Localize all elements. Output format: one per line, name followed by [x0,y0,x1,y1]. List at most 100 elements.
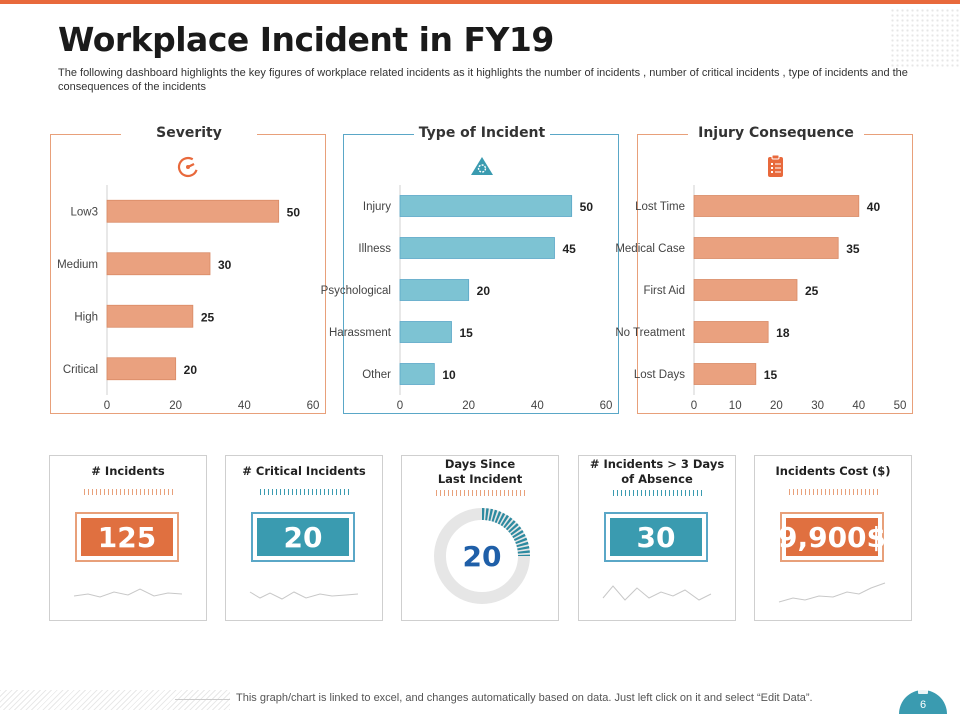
x-tick-label: 60 [307,400,320,412]
injury-consequence-title: Injury Consequence [688,125,864,141]
kpi-value: 30 [636,520,676,554]
sparkline [602,585,712,601]
data-label: 20 [184,363,198,377]
category-label: First Aid [643,285,685,297]
warning-triangle-icon [471,157,493,175]
clipboard-icon [768,154,783,177]
incident-type-panel: Type of Incident Injury 50 Illness 45 Psycho… [321,125,619,414]
data-label: 35 [846,242,860,256]
x-tick-label: 0 [397,400,403,412]
kpi-title: Incidents Cost ($) [775,464,891,478]
kpi-value: 20 [283,520,323,554]
kpi-card-days-since-last-incident: Days Since Last Incident 20 [401,455,559,621]
tick-decoration [84,489,174,495]
x-tick-label: 40 [852,400,865,412]
bar [399,321,452,343]
kpi-value: 125 [97,520,157,554]
category-label: High [74,311,98,323]
bar [399,195,573,217]
severity-title: Severity [121,125,257,141]
bar [693,363,757,385]
category-label: Lost Time [635,201,685,213]
category-label: Other [362,369,391,381]
kpi-value-box: 20 [251,512,355,562]
decorative-dot-pattern [890,8,960,68]
footer-note: This graph/chart is linked to excel, and… [236,692,813,704]
injury-consequence-panel: Injury Consequence Lost Time 40 Medical Ca… [615,125,913,414]
donut-progress-arc [481,508,530,557]
kpi-title: Days Since Last Incident [437,457,523,486]
sparkline [249,591,359,600]
page-number-badge: 6 [899,689,947,714]
category-label: Lost Days [634,369,685,381]
page-title: Workplace Incident in FY19 [58,20,554,59]
footer-divider [175,699,230,700]
x-tick-label: 50 [894,400,907,412]
top-accent-bar [0,0,960,4]
data-label: 30 [218,258,232,272]
page-subtitle: The following dashboard highlights the k… [58,67,908,93]
tick-decoration [613,490,703,496]
kpi-value-box: 125 [75,512,179,562]
tick-decoration [789,489,879,495]
x-tick-label: 10 [729,400,742,412]
bar [106,199,280,223]
category-label: Medium [57,259,98,271]
x-tick-label: 40 [238,400,251,412]
kpi-title: # Critical Incidents [242,464,366,478]
bar [693,279,798,301]
kpi-value-box: 30 [604,512,708,562]
data-label: 15 [460,326,474,340]
kpi-card-incidents: # Incidents 125 [49,455,207,621]
severity-panel: Severity Low3 50 Medium 30 High 25 Critical 20 0… [50,125,326,414]
helmet-icon [918,689,928,694]
bar [399,279,470,301]
kpi-title: # Incidents [91,464,165,478]
x-tick-label: 60 [600,400,613,412]
kpi-value: 20 [463,540,502,573]
injury-consequence-chart: Lost Time 40 Medical Case 35 First Aid 25 No T… [615,185,907,412]
category-label: Critical [63,364,98,376]
bar [106,304,194,328]
bar [106,252,211,276]
kpi-value-box: 9,900$ [777,512,887,562]
gauge-icon [177,156,199,178]
x-tick-label: 40 [531,400,544,412]
data-label: 18 [776,326,790,340]
tick-decoration [260,489,350,495]
kpi-value: 9,900$ [777,520,887,554]
bar [693,195,860,217]
x-tick-label: 0 [691,400,697,412]
category-label: Illness [358,243,391,255]
data-label: 25 [201,310,215,324]
bar [693,321,769,343]
x-tick-label: 20 [169,400,182,412]
severity-chart: Low3 50 Medium 30 High 25 Critical 20 0 20 40 60 [57,185,320,412]
data-label: 40 [867,200,881,214]
bar [399,237,555,259]
data-label: 15 [764,368,778,382]
data-label: 45 [563,242,577,256]
category-label: Harassment [329,327,392,339]
category-label: Medical Case [615,243,685,255]
page-number: 6 [920,699,926,711]
x-tick-label: 30 [811,400,824,412]
footer-hatch [0,690,230,710]
bar [693,237,839,259]
sparkline [73,588,183,598]
incident-type-title: Type of Incident [414,125,550,141]
data-label: 20 [477,284,491,298]
category-label: Psychological [321,285,391,297]
tick-decoration [436,490,526,496]
data-label: 50 [580,200,594,214]
data-label: 10 [442,368,456,382]
x-tick-label: 20 [770,400,783,412]
bar [399,363,435,385]
sparkline [778,582,886,603]
kpi-title: # Incidents > 3 Days of Absence [589,457,725,486]
category-label: Low3 [71,206,99,218]
category-label: Injury [363,201,391,213]
data-label: 25 [805,284,819,298]
data-label: 50 [287,205,301,219]
incident-type-chart: Injury 50 Illness 45 Psychological 20 Harassme… [321,185,613,412]
